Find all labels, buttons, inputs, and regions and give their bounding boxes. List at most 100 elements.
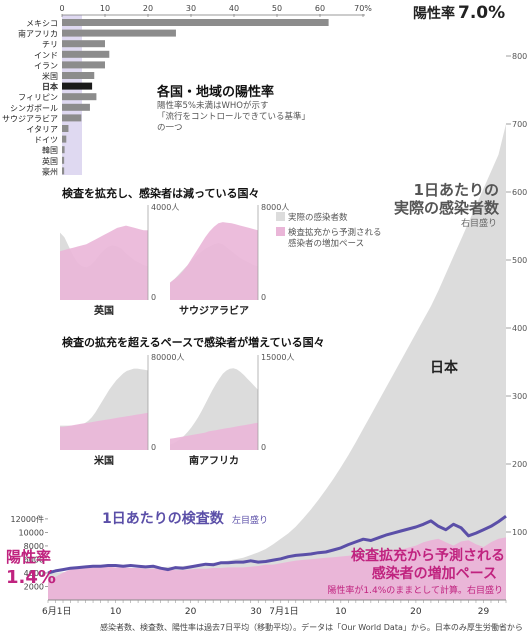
bar-category-label: イタリア xyxy=(26,125,58,134)
bar-7 xyxy=(62,93,97,101)
bar-axis-tick-label: 40 xyxy=(229,4,239,13)
legend-swatch-projected xyxy=(276,227,285,236)
projected-cases-area xyxy=(48,537,506,600)
bar-4 xyxy=(62,61,105,69)
bar-category-label: 豪州 xyxy=(42,166,58,176)
bar-2 xyxy=(62,40,105,48)
bar-category-label: 英国 xyxy=(42,156,58,166)
positivity-left-value: 1.4% xyxy=(6,567,56,588)
bar-category-label: 南アフリカ xyxy=(18,29,58,39)
left-axis-tick-label: 12000件 xyxy=(11,514,44,524)
bar-category-label: ドイツ xyxy=(34,136,58,145)
right-axis-tick-label: 500 xyxy=(512,256,527,265)
panel-projected-area xyxy=(170,222,258,300)
panel-axis-zero-label: 0 xyxy=(151,443,156,452)
legend-label-actual: 実際の感染者数 xyxy=(288,212,348,223)
right-axis-tick-label: 300 xyxy=(512,392,527,401)
panel-axis-zero-label: 0 xyxy=(261,443,266,452)
group2-title: 検査の拡充を超えるペースで感染者が増えている国々 xyxy=(62,335,325,349)
panel-projected-area xyxy=(170,422,258,450)
tests-line xyxy=(47,514,507,575)
bar-category-label: イラン xyxy=(34,61,58,70)
bar-category-label: シンガポール xyxy=(10,103,58,113)
left-axis-tick-label: 2000 xyxy=(24,582,44,591)
panel-axis-max-label: 8000人 xyxy=(261,203,289,212)
bar-category-label: チリ xyxy=(42,40,58,49)
bar-axis-tick-label: 70% xyxy=(354,4,372,13)
bar-14 xyxy=(62,167,65,175)
left-axis: 12000件 10000 8000 6000 4000 2000 xyxy=(11,514,48,591)
small-multiples: 4000人 0 英国 8000人 0 サウジアラビア 80000人 0 米国 15000人 0 南アフ… xyxy=(60,203,294,467)
bar-chart-title: 各国・地域の陽性率 xyxy=(156,84,274,100)
panel-axis-max-label: 15000人 xyxy=(261,353,294,362)
panel-axis-max-label: 4000人 xyxy=(151,203,179,212)
legend-label-projected-1: 検査拡充から予測される xyxy=(288,227,382,238)
panel-axis-max-label: 80000人 xyxy=(151,353,184,362)
positivity-left-label: 陽性率 xyxy=(6,548,51,566)
actual-cases-title-1: 1日あたりの xyxy=(414,181,499,199)
bar-8 xyxy=(62,103,90,111)
right-axis-tick-label: 100 xyxy=(512,528,527,537)
bar-9 xyxy=(62,114,82,122)
projected-title-2: 感染者の増加ペース xyxy=(372,565,497,582)
left-axis-tick-label: 10000 xyxy=(19,528,44,537)
bar-category-label: フィリピン xyxy=(18,93,58,102)
bar-axis-tick-label: 50 xyxy=(272,4,282,13)
actual-cases-axis-note: 右目盛り xyxy=(461,217,497,229)
group1-title: 検査を拡充し、感染者は減っている国々 xyxy=(62,186,259,200)
japan-label: 日本 xyxy=(430,359,459,376)
positivity-bar-chart: 0 10 20 30 40 50 60 70% メキシコ南アフリカチリインドイラン米国日本フィリ… xyxy=(2,4,372,176)
x-axis-tick-label: 10 xyxy=(335,607,347,617)
bar-1 xyxy=(62,29,176,37)
bar-category-label: インド xyxy=(34,51,58,60)
bar-axis-tick-label: 20 xyxy=(143,4,153,13)
bar-chart-subtitle-2: 「流行をコントロールできている基準」 xyxy=(157,111,310,122)
bar-10 xyxy=(62,125,69,132)
bar-axis-tick-label: 10 xyxy=(100,4,110,13)
panel-country-label: 南アフリカ xyxy=(189,454,239,467)
panel-projected-area xyxy=(60,225,148,300)
x-axis-tick-label: 20 xyxy=(185,607,197,617)
footnote: 感染者数、検査数、陽性率は過去7日平均（移動平均）。データは「Our World… xyxy=(100,622,523,632)
panel-country-label: 英国 xyxy=(93,304,114,317)
right-axis-tick-label: 200 xyxy=(512,460,527,469)
panel-axis-zero-label: 0 xyxy=(151,293,156,302)
tests-title: 1日あたりの検査数 xyxy=(102,510,225,527)
positivity-top-label: 陽性率 xyxy=(413,5,455,22)
panel-country-label: サウジアラビア xyxy=(179,304,249,317)
bar-category-label: メキシコ xyxy=(26,19,58,28)
positivity-top-value: 7.0% xyxy=(458,3,505,23)
x-axis-tick-label: 20 xyxy=(410,607,422,617)
panel-axis-zero-label: 0 xyxy=(261,293,266,302)
projected-title-1: 検査拡充から予測される xyxy=(351,547,505,564)
right-axis: 100 200 300 400 500 600 700 800 xyxy=(506,52,527,537)
main-area-layer xyxy=(48,124,506,600)
x-axis-tick-label: 6月1日 xyxy=(42,606,71,617)
bar-category-label: 韓国 xyxy=(42,145,58,155)
bar-axis-tick-label: 60 xyxy=(315,4,325,13)
left-axis-tick-label: 6000 xyxy=(24,555,44,564)
bar-3 xyxy=(62,50,110,58)
legend-label-projected-2: 感染者の増加ペース xyxy=(288,238,364,249)
bar-category-label: サウジアラビア xyxy=(2,114,58,123)
bar-chart-subtitle-1: 陽性率5%未満はWHOが示す xyxy=(157,100,268,111)
right-axis-tick-label: 600 xyxy=(512,188,527,197)
bar-5 xyxy=(62,72,95,79)
x-axis-tick-label: 10 xyxy=(110,607,122,617)
bar-11 xyxy=(62,135,67,143)
bar-13 xyxy=(62,156,65,164)
left-axis-tick-label: 8000 xyxy=(24,542,44,551)
bar-chart-subtitle-3: の一つ xyxy=(157,123,183,133)
projected-note: 陽性率が1.4%のままとして計算。右目盛り xyxy=(327,584,503,596)
panel-projected-area xyxy=(60,412,148,450)
right-axis-tick-label: 400 xyxy=(512,324,527,333)
tests-line-layer xyxy=(47,514,507,575)
right-axis-tick-label: 800 xyxy=(512,52,527,61)
bar-axis-tick-label: 30 xyxy=(186,4,196,13)
left-axis-tick-label: 4000 xyxy=(24,569,44,578)
bar-0 xyxy=(62,19,329,26)
actual-cases-title-2: 実際の感染者数 xyxy=(394,199,500,217)
tests-axis-note: 左目盛り xyxy=(232,514,268,526)
x-axis: 6月1日 10 20 30 7月1日 10 20 29 xyxy=(42,599,507,617)
